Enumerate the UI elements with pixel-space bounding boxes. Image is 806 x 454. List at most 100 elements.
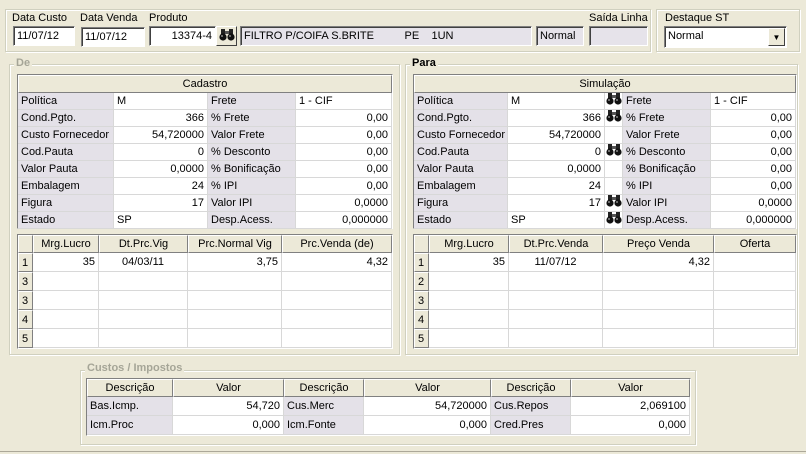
produto-search-button[interactable]	[216, 26, 237, 46]
column-header[interactable]: Prc.Venda (de)	[282, 235, 392, 253]
para-price-grid[interactable]: Mrg.Lucro Dt.Prc.Venda Preço Venda Oferta 1 3…	[413, 234, 797, 349]
field-value[interactable]: 0	[114, 144, 208, 161]
grid-cell[interactable]: 11/07/12	[509, 253, 603, 272]
grid-cell[interactable]	[603, 329, 714, 348]
grid-cell[interactable]	[99, 329, 188, 348]
lookup-button[interactable]	[605, 212, 623, 229]
grid-cell[interactable]	[509, 272, 603, 291]
grid-cell[interactable]	[188, 310, 282, 329]
column-header[interactable]: Mrg.Lucro	[429, 235, 509, 253]
grid-cell[interactable]: 4,32	[603, 253, 714, 272]
field-value[interactable]: 0,00	[296, 127, 392, 144]
field-value[interactable]: 24	[114, 178, 208, 195]
grid-cell[interactable]	[509, 310, 603, 329]
grid-cell[interactable]	[714, 310, 796, 329]
grid-cell[interactable]	[603, 272, 714, 291]
grid-cell[interactable]	[714, 272, 796, 291]
field-value[interactable]: 0,0000	[711, 195, 796, 212]
field-value[interactable]: 0,00	[711, 144, 796, 161]
grid-cell[interactable]	[33, 310, 99, 329]
field-value[interactable]: 0,00	[296, 144, 392, 161]
field-value[interactable]: 54,720000	[508, 127, 605, 144]
grid-cell[interactable]	[282, 272, 392, 291]
field-value[interactable]: 0,000000	[296, 212, 392, 229]
lookup-button[interactable]	[605, 195, 623, 212]
lookup-button[interactable]	[605, 110, 623, 127]
grid-cell[interactable]	[714, 329, 796, 348]
cost-label: Bas.Icmp.	[87, 397, 173, 416]
field-value[interactable]: 0,00	[296, 110, 392, 127]
grid-cell[interactable]	[99, 310, 188, 329]
field-value[interactable]: 366	[508, 110, 605, 127]
data-venda-input[interactable]: 11/07/12	[81, 27, 145, 47]
grid-cell[interactable]	[714, 253, 796, 272]
field-label: Frete	[208, 93, 296, 110]
field-value[interactable]: M	[508, 93, 605, 110]
grid-cell[interactable]	[33, 329, 99, 348]
grid-cell[interactable]: 04/03/11	[99, 253, 188, 272]
grid-cell[interactable]	[603, 291, 714, 310]
field-value[interactable]: 0,00	[296, 161, 392, 178]
field-value[interactable]: 17	[114, 195, 208, 212]
field-value[interactable]: 0,0000	[508, 161, 605, 178]
binoculars-icon	[218, 28, 235, 44]
column-header[interactable]: Mrg.Lucro	[33, 235, 99, 253]
grid-cell[interactable]	[188, 272, 282, 291]
grid-cell[interactable]: 4,32	[282, 253, 392, 272]
de-price-grid[interactable]: Mrg.Lucro Dt.Prc.Vig Prc.Normal Vig Prc.Ven…	[17, 234, 393, 349]
data-custo-input[interactable]: 11/07/12	[13, 26, 75, 46]
column-header[interactable]: Preço Venda	[603, 235, 714, 253]
field-value[interactable]: SP	[114, 212, 208, 229]
field-value[interactable]: 0,00	[711, 161, 796, 178]
field-value[interactable]: 1 - CIF	[711, 93, 796, 110]
grid-cell[interactable]	[99, 291, 188, 310]
grid-cell[interactable]: 3,75	[188, 253, 282, 272]
field-label: Valor IPI	[208, 195, 296, 212]
grid-cell[interactable]	[509, 329, 603, 348]
grid-cell[interactable]	[282, 291, 392, 310]
grid-cell[interactable]: 35	[33, 253, 99, 272]
grid-cell[interactable]	[282, 310, 392, 329]
lookup-button[interactable]	[605, 93, 623, 110]
produto-input[interactable]: 13374-4	[149, 26, 216, 46]
grid-cell[interactable]	[282, 329, 392, 348]
grid-cell[interactable]	[99, 272, 188, 291]
dropdown-arrow-button[interactable]: ▼	[768, 28, 785, 46]
grid-cell[interactable]	[33, 291, 99, 310]
column-header[interactable]: Dt.Prc.Vig	[99, 235, 188, 253]
field-value[interactable]: 0,000000	[711, 212, 796, 229]
field-value[interactable]: 17	[508, 195, 605, 212]
field-label: Estado	[414, 212, 508, 229]
column-header[interactable]: Prc.Normal Vig	[188, 235, 282, 253]
grid-cell[interactable]	[429, 272, 509, 291]
field-value[interactable]: SP	[508, 212, 605, 229]
field-value[interactable]: 0,0000	[296, 195, 392, 212]
field-value[interactable]: 24	[508, 178, 605, 195]
field-value[interactable]: 366	[114, 110, 208, 127]
grid-cell[interactable]	[429, 329, 509, 348]
field-value[interactable]: 0,0000	[114, 161, 208, 178]
column-header[interactable]: Dt.Prc.Venda	[509, 235, 603, 253]
destaque-st-group	[656, 9, 800, 52]
field-value[interactable]: 0	[508, 144, 605, 161]
column-header[interactable]: Oferta	[714, 235, 796, 253]
data-venda-label: Data Venda	[80, 12, 138, 24]
grid-cell[interactable]	[714, 291, 796, 310]
grid-cell[interactable]	[429, 310, 509, 329]
grid-cell[interactable]: 35	[429, 253, 509, 272]
lookup-button[interactable]	[605, 144, 623, 161]
field-value[interactable]: M	[114, 93, 208, 110]
grid-cell[interactable]	[33, 272, 99, 291]
grid-cell[interactable]	[603, 310, 714, 329]
field-value[interactable]: 0,00	[711, 127, 796, 144]
field-value[interactable]: 0,00	[711, 110, 796, 127]
grid-cell[interactable]	[429, 291, 509, 310]
grid-cell[interactable]	[188, 291, 282, 310]
destaque-st-select[interactable]: Normal	[664, 26, 787, 48]
grid-cell[interactable]	[509, 291, 603, 310]
field-value[interactable]: 0,00	[711, 178, 796, 195]
field-value[interactable]: 1 - CIF	[296, 93, 392, 110]
grid-cell[interactable]	[188, 329, 282, 348]
field-value[interactable]: 0,00	[296, 178, 392, 195]
field-value[interactable]: 54,720000	[114, 127, 208, 144]
